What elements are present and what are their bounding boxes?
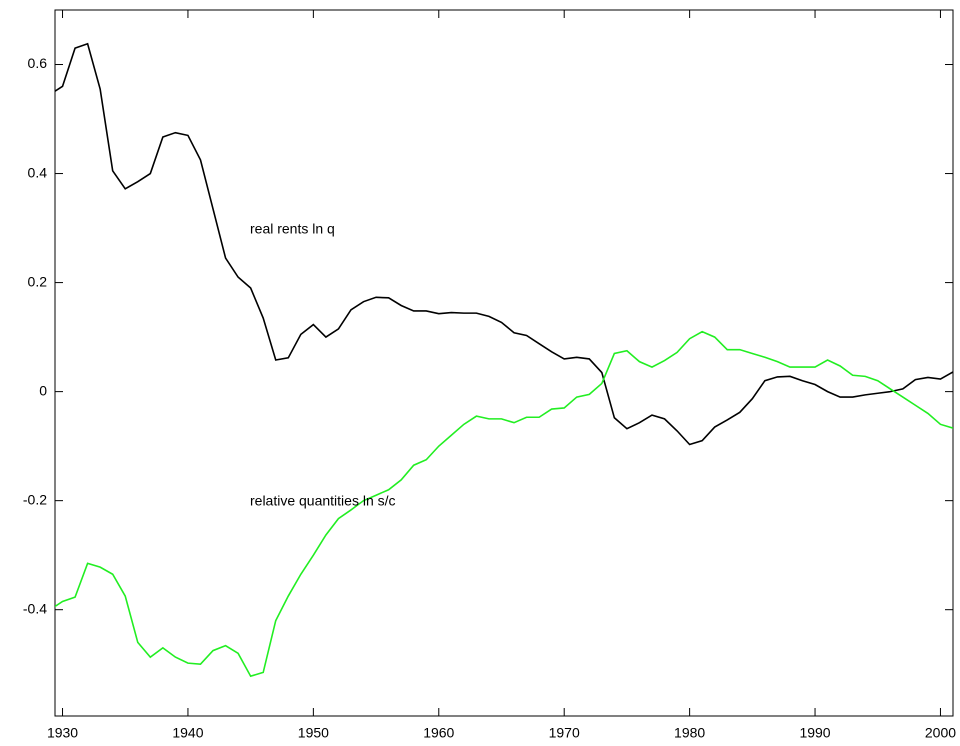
- y-tick-label: -0.2: [23, 491, 47, 507]
- annotation: relative quantities ln s/c: [250, 493, 396, 509]
- y-tick-label: 0.2: [28, 273, 48, 289]
- x-tick-label: 1950: [298, 725, 329, 741]
- x-tick-label: 1930: [47, 725, 78, 741]
- series-line: [55, 42, 953, 446]
- plot-frame: [54, 9, 954, 717]
- x-tick-label: 2000: [925, 725, 956, 741]
- y-tick-label: -0.4: [23, 600, 47, 616]
- annotation: real rents ln q: [250, 221, 335, 237]
- series-line: [55, 330, 953, 678]
- x-tick-label: 1940: [172, 725, 203, 741]
- x-tick-label: 1990: [799, 725, 830, 741]
- y-tick-label: 0.6: [28, 55, 48, 71]
- y-tick-label: 0.4: [28, 164, 48, 180]
- x-tick-label: 1960: [423, 725, 454, 741]
- x-tick-label: 1980: [674, 725, 705, 741]
- y-tick-label: 0: [39, 382, 47, 398]
- x-tick-label: 1970: [549, 725, 580, 741]
